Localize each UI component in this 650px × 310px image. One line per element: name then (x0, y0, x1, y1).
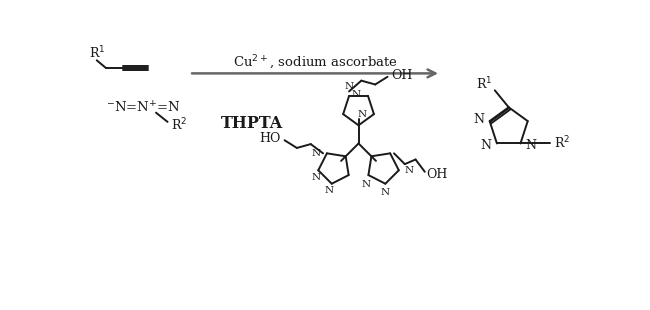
Text: N: N (526, 139, 537, 152)
Text: OH: OH (426, 168, 448, 181)
Text: N: N (344, 82, 354, 91)
Text: N: N (325, 186, 334, 195)
Text: N: N (358, 110, 367, 119)
Text: OH: OH (391, 69, 413, 82)
Text: N: N (381, 188, 390, 197)
Text: N: N (405, 166, 414, 175)
Text: N: N (361, 180, 370, 189)
Text: THPTA: THPTA (221, 115, 283, 132)
Text: N: N (352, 90, 361, 99)
Text: N: N (311, 173, 320, 182)
Text: R$^{2}$: R$^{2}$ (172, 117, 188, 133)
Text: R$^{1}$: R$^{1}$ (88, 44, 105, 61)
Text: HO: HO (259, 132, 281, 145)
Text: R$^{2}$: R$^{2}$ (554, 135, 569, 152)
Text: N: N (473, 113, 484, 126)
Text: Cu$^{2+}$, sodium ascorbate: Cu$^{2+}$, sodium ascorbate (233, 54, 398, 73)
Text: N: N (311, 149, 320, 158)
Text: N: N (480, 139, 491, 152)
Text: $^{-}$N=N$^{+}$=N: $^{-}$N=N$^{+}$=N (106, 100, 181, 116)
Text: R$^{1}$: R$^{1}$ (476, 76, 493, 92)
